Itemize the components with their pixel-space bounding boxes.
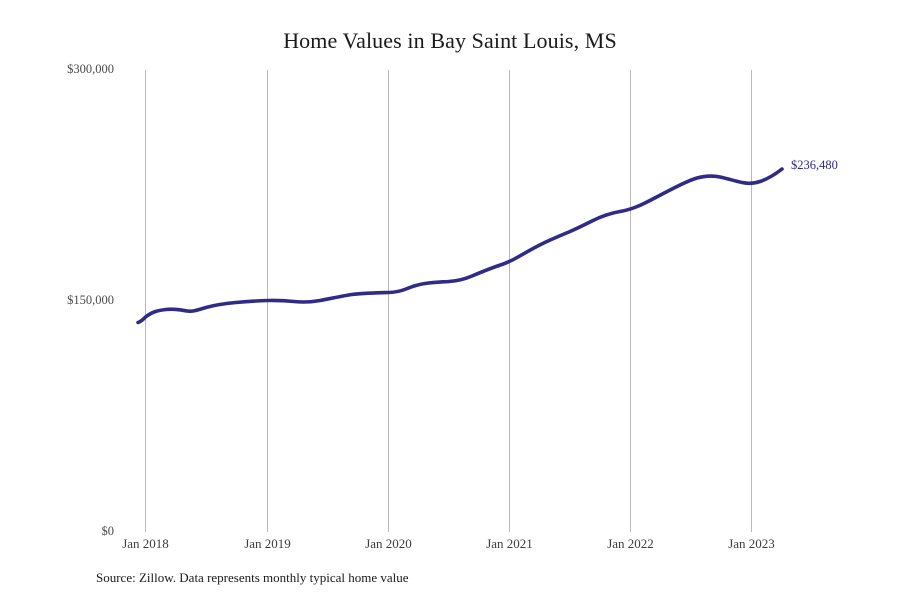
y-axis-tick-0: $0 [101, 524, 115, 538]
x-axis-tick-jan-2022: Jan 2022 [607, 536, 654, 551]
x-axis-tick-jan-2023: Jan 2023 [728, 536, 775, 551]
y-axis-tick-300000: $300,000 [67, 62, 114, 76]
series-line-home-values [136, 167, 784, 325]
source-note: Source: Zillow. Data represents monthly … [96, 570, 409, 585]
chart-title: Home Values in Bay Saint Louis, MS [283, 28, 617, 53]
x-axis-tick-jan-2021: Jan 2021 [486, 536, 533, 551]
x-axis-tick-jan-2018: Jan 2018 [122, 536, 169, 551]
x-axis-tick-jan-2019: Jan 2019 [244, 536, 291, 551]
y-axis-tick-150000: $150,000 [67, 293, 114, 307]
x-axis-tick-jan-2020: Jan 2020 [365, 536, 412, 551]
endpoint-value-label: $236,480 [791, 158, 838, 172]
